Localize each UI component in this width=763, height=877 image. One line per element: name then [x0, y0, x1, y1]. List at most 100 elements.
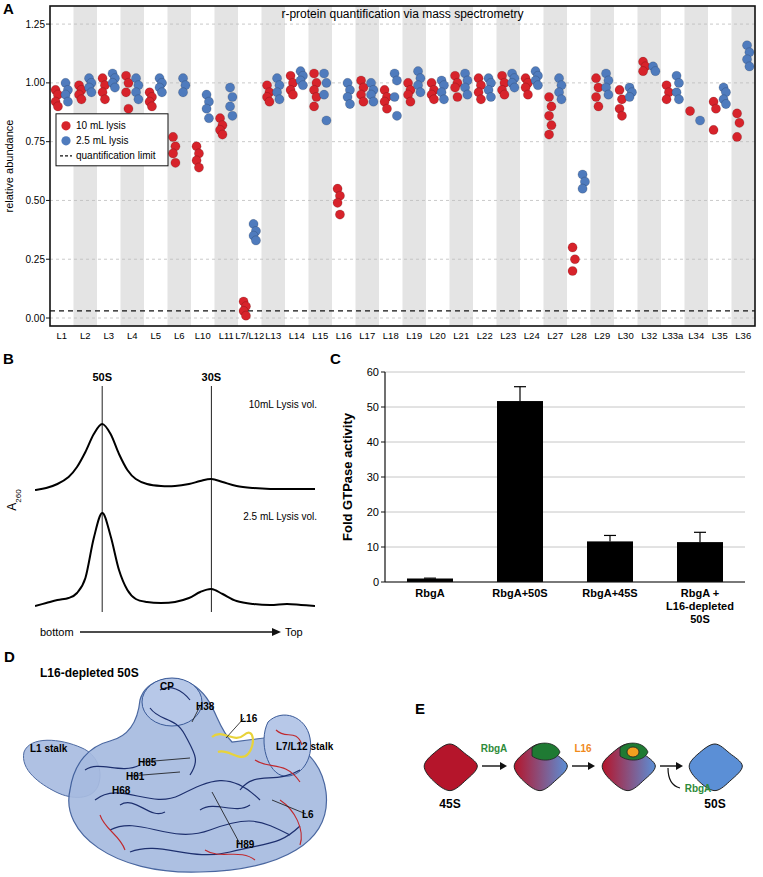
data-point: [265, 97, 274, 106]
data-point: [345, 99, 354, 108]
reference-label: 50S: [92, 371, 112, 383]
reference-label: 30S: [202, 371, 222, 383]
data-point: [547, 102, 556, 111]
category-label: L6: [174, 330, 185, 341]
arrow: [482, 765, 501, 766]
data-point: [218, 130, 227, 139]
points: [51, 41, 754, 321]
data-point: [202, 104, 211, 113]
arrow-head: [588, 762, 595, 770]
data-point: [194, 163, 203, 172]
category-label: L13: [265, 330, 281, 341]
data-point: [453, 92, 462, 101]
grid-line: [385, 512, 745, 513]
data-point: [168, 149, 177, 158]
tick-label: 0.75: [26, 136, 46, 147]
axis-end-label: Top: [285, 626, 303, 638]
category-label: L24: [524, 330, 540, 341]
subunit-blob: [602, 744, 655, 791]
axis-title: relative abundance: [3, 120, 15, 213]
data-point: [547, 121, 556, 130]
data-point: [500, 90, 509, 99]
release-arrow: [668, 768, 680, 788]
error-cap: [424, 578, 436, 579]
data-point: [241, 311, 250, 320]
central-protuberance: [142, 678, 202, 726]
category-label: L2: [80, 330, 91, 341]
category-label: L21: [453, 330, 469, 341]
leader-line: [272, 800, 306, 814]
data-point: [732, 132, 741, 141]
subunit-blob: [514, 744, 567, 791]
data-point: [591, 92, 600, 101]
grid-line: [385, 442, 745, 443]
density-body: [69, 679, 327, 872]
category-label-line: RbgA +: [681, 587, 719, 599]
grid-line: [50, 259, 755, 260]
tick-label: 1.25: [26, 19, 46, 30]
tick-label: 1.00: [26, 77, 46, 88]
category-label: L15: [312, 330, 328, 341]
data-point: [134, 95, 143, 104]
category-label: L5: [150, 330, 161, 341]
data-point: [711, 104, 720, 113]
data-point: [486, 92, 495, 101]
reference-line: [50, 310, 755, 311]
legend-marker: [61, 136, 70, 145]
category-label-line: RbgA: [415, 587, 444, 599]
column-shade: [168, 6, 192, 326]
panel-label: B: [3, 350, 14, 367]
structure-label: H89: [236, 839, 255, 850]
tick-label: 30: [367, 471, 379, 483]
data-point: [568, 243, 577, 252]
panel-b: 50S30S10mL Lysis vol.2.5 mL Lysis vol.A2…: [5, 371, 317, 638]
data-point: [319, 69, 328, 78]
column-shade: [732, 6, 756, 326]
data-point: [557, 95, 566, 104]
category-label-line: RbgA+50S: [492, 587, 547, 599]
rna-trace: [120, 803, 165, 814]
factor-label: RbgA: [481, 743, 508, 754]
data-point: [721, 99, 730, 108]
data-point: [617, 111, 626, 120]
data-point: [674, 78, 683, 87]
arrow: [660, 765, 677, 766]
tick-label: 10: [367, 541, 379, 553]
plot-frame: [50, 6, 755, 326]
data-point: [594, 102, 603, 111]
data-point: [53, 102, 62, 111]
error-cap: [604, 535, 616, 536]
factor-label: RbgA: [685, 783, 712, 794]
category-label: L36: [735, 330, 751, 341]
data-point: [251, 236, 260, 245]
category-label-line: 50S: [690, 613, 710, 625]
legend-line: [60, 155, 72, 156]
trace-label: 2.5 mL Lysis vol.: [243, 511, 317, 522]
column-shade: [638, 6, 662, 326]
structure-label: H68: [112, 785, 131, 796]
rbga-patch: [532, 743, 560, 760]
data-point: [732, 109, 741, 118]
category-label: L30: [618, 330, 634, 341]
trace: [35, 513, 315, 606]
data-point: [439, 95, 448, 104]
data-point: [709, 125, 718, 134]
panel-label: D: [4, 648, 15, 665]
column-shade: [544, 6, 568, 326]
data-point: [745, 62, 754, 71]
rna-trace: [95, 781, 260, 800]
data-point: [319, 90, 328, 99]
data-point: [322, 78, 331, 87]
data-point: [662, 95, 671, 104]
data-point: [578, 184, 587, 193]
grid-line: [385, 582, 745, 583]
data-point: [638, 67, 647, 76]
arrow-head: [500, 762, 507, 770]
category-label: L27: [547, 330, 563, 341]
bar: [497, 401, 543, 582]
category-label: L18: [383, 330, 399, 341]
error-cap: [694, 532, 706, 533]
tick-label: 0.25: [26, 254, 46, 265]
data-point: [335, 210, 344, 219]
data-point: [382, 104, 391, 113]
